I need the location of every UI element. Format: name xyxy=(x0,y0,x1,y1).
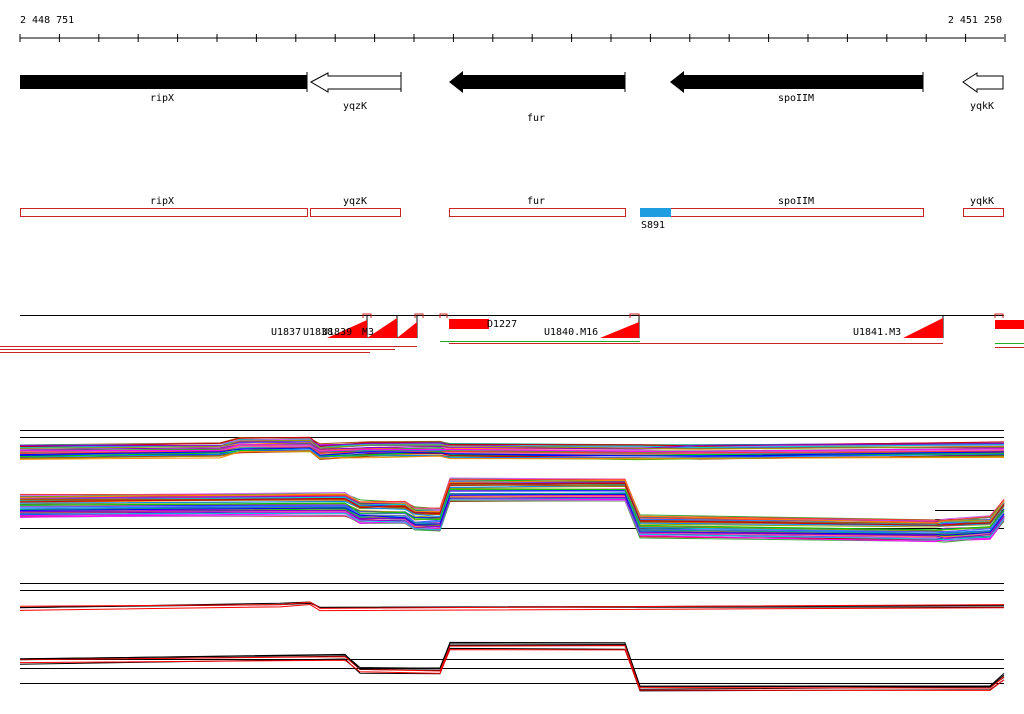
transcript-label-u1841: U1841.M3 xyxy=(853,327,901,338)
annotation-box-yqzk[interactable] xyxy=(310,208,401,217)
annotation-box-spoiim[interactable] xyxy=(640,208,924,217)
expression-profiles-lower xyxy=(19,477,1005,543)
ruler-ticks xyxy=(19,34,1006,42)
expression-profile-line xyxy=(19,447,1005,457)
expression-profile-line xyxy=(19,479,1005,524)
gene-arrow-spoiim[interactable] xyxy=(670,71,924,93)
expression-panel-multi xyxy=(19,430,1005,543)
expression-profile-line xyxy=(19,643,1005,688)
expression-profile-line xyxy=(19,439,1005,450)
gene-arrow-yqkk[interactable] xyxy=(962,72,1004,93)
transcript-label-u1837: U1837 xyxy=(271,327,301,338)
gene-track: ripX yqzK fur spoIIM yqkK xyxy=(20,71,1004,124)
transcript-label-u1839: U1839 xyxy=(322,327,352,338)
gene-label-yqzk: yqzK xyxy=(343,101,367,112)
annotation-box-yqkk[interactable] xyxy=(963,208,1004,217)
expression-profile-line xyxy=(19,644,1005,690)
expression-profiles-upper xyxy=(19,436,1005,461)
expression-profile-line xyxy=(19,444,1005,452)
transcript-triangle xyxy=(903,318,943,338)
gene-arrow-ripx[interactable] xyxy=(20,72,308,92)
gene-label-ripx: ripX xyxy=(150,93,174,104)
expression-profile-line xyxy=(19,483,1005,526)
expression-profile-line xyxy=(19,647,1005,692)
annotation-label-fur: fur xyxy=(527,196,545,207)
gene-label-yqkk: yqkK xyxy=(970,101,994,112)
expression-profile-line xyxy=(19,645,1005,689)
gene-arrow-yqzk[interactable] xyxy=(309,72,402,93)
expression-profiles-summary xyxy=(19,601,1005,692)
expression-profile-line xyxy=(19,437,1005,447)
transcript-block-d1227[interactable] xyxy=(449,319,489,329)
transcript-block[interactable] xyxy=(995,320,1024,329)
transcript-label-u1840: U1840.M16 xyxy=(544,327,598,338)
annotation-track: ripX yqzK fur spoIIM yqkK S891 xyxy=(20,196,1004,231)
expression-profile-line xyxy=(19,447,1005,458)
site-marker[interactable] xyxy=(640,208,671,217)
expression-panel-summary xyxy=(19,583,1005,692)
expression-profile-line xyxy=(19,488,1005,531)
expression-profile-line xyxy=(19,436,1005,447)
transcript-label-m3: M3 xyxy=(362,327,374,338)
transcript-label-u1838: U1838 xyxy=(303,327,333,338)
annotation-box-fur[interactable] xyxy=(449,208,626,217)
transcript-triangle xyxy=(600,322,639,338)
transcript-triangle xyxy=(367,318,397,338)
gene-arrow-fur[interactable] xyxy=(449,71,626,93)
expression-profile-line xyxy=(19,490,1005,533)
transcript-triangle xyxy=(327,320,367,338)
annotation-label-yqzk: yqzK xyxy=(343,196,367,207)
expression-profile-line xyxy=(19,492,1005,535)
ruler-end-label: 2 451 250 xyxy=(948,15,1002,26)
coordinate-ruler: 2 448 751 2 451 250 xyxy=(19,15,1006,42)
expression-profile-line xyxy=(19,601,1005,609)
annotation-box-ripx[interactable] xyxy=(20,208,308,217)
transcript-track: U1837 U1838 U1839 M3 D1227 U1840.M16 U18… xyxy=(0,313,1024,353)
expression-profile-line xyxy=(19,604,1005,612)
ruler-start-label: 2 448 751 xyxy=(20,15,74,26)
transcript-triangle xyxy=(397,322,417,338)
annotation-label-ripx: ripX xyxy=(150,196,174,207)
expression-profile-line xyxy=(19,497,1005,539)
transcript-label-d1227: D1227 xyxy=(487,319,517,330)
expression-profile-line xyxy=(19,450,1005,460)
expression-profile-line xyxy=(19,493,1005,536)
annotation-label-yqkk: yqkK xyxy=(970,196,994,207)
gene-label-spoiim: spoIIM xyxy=(778,93,814,104)
gene-label-fur: fur xyxy=(527,113,545,124)
expression-profile-line xyxy=(19,649,1005,691)
expression-profile-line xyxy=(19,641,1005,687)
site-label: S891 xyxy=(641,220,665,231)
annotation-label-spoiim: spoIIM xyxy=(778,196,814,207)
